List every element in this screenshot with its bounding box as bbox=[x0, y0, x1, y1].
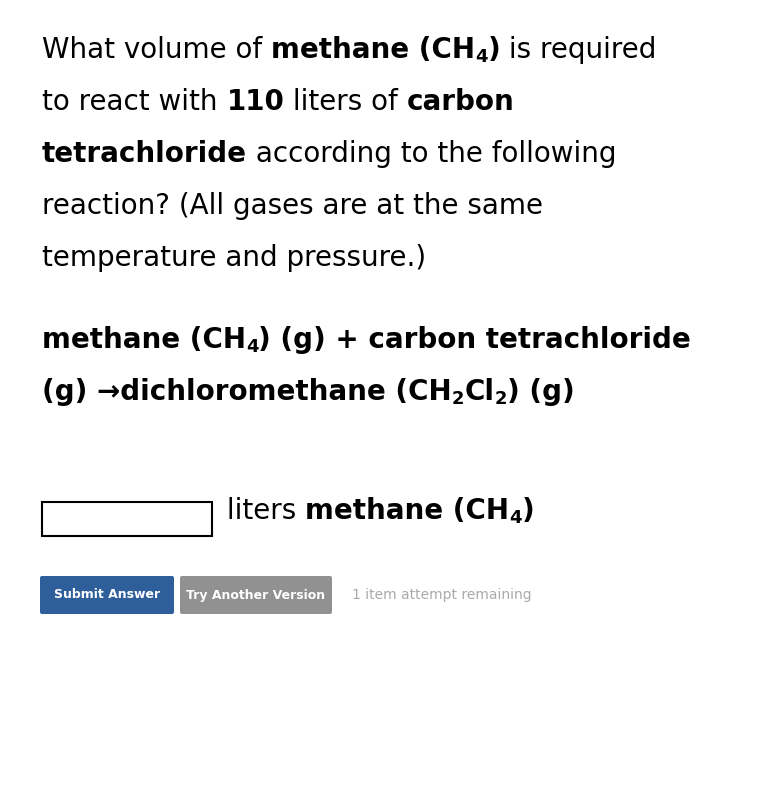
Text: ) (g) + carbon tetrachloride: ) (g) + carbon tetrachloride bbox=[259, 326, 691, 354]
Text: 2: 2 bbox=[494, 390, 507, 408]
Text: Submit Answer: Submit Answer bbox=[54, 589, 160, 602]
FancyBboxPatch shape bbox=[40, 576, 174, 614]
Text: temperature and pressure.): temperature and pressure.) bbox=[42, 244, 426, 272]
Text: ) (g): ) (g) bbox=[507, 378, 575, 406]
Text: 4: 4 bbox=[246, 339, 259, 356]
FancyBboxPatch shape bbox=[180, 576, 332, 614]
Text: methane (CH: methane (CH bbox=[271, 36, 475, 64]
Text: reaction? (All gases are at the same: reaction? (All gases are at the same bbox=[42, 192, 543, 220]
Text: tetrachloride: tetrachloride bbox=[42, 140, 247, 168]
Text: methane (CH: methane (CH bbox=[42, 326, 246, 354]
Text: to react with: to react with bbox=[42, 88, 227, 116]
Text: methane (CH: methane (CH bbox=[305, 497, 509, 525]
Text: What volume of: What volume of bbox=[42, 36, 271, 64]
Text: ): ) bbox=[488, 36, 501, 64]
Text: Try Another Version: Try Another Version bbox=[186, 589, 326, 602]
Text: 2: 2 bbox=[452, 390, 464, 408]
Text: according to the following: according to the following bbox=[247, 140, 617, 168]
Text: 4: 4 bbox=[475, 49, 488, 66]
Text: Cl: Cl bbox=[464, 378, 494, 406]
Text: 4: 4 bbox=[509, 509, 522, 527]
Text: is required: is required bbox=[501, 36, 657, 64]
Text: ): ) bbox=[522, 497, 534, 525]
Text: liters: liters bbox=[218, 497, 305, 525]
Text: liters of: liters of bbox=[285, 88, 407, 116]
Text: carbon: carbon bbox=[407, 88, 514, 116]
Text: (g) →dichloromethane (CH: (g) →dichloromethane (CH bbox=[42, 378, 452, 406]
Bar bbox=[42, 502, 212, 536]
Text: 110: 110 bbox=[227, 88, 285, 116]
Text: 1 item attempt remaining: 1 item attempt remaining bbox=[352, 588, 532, 602]
